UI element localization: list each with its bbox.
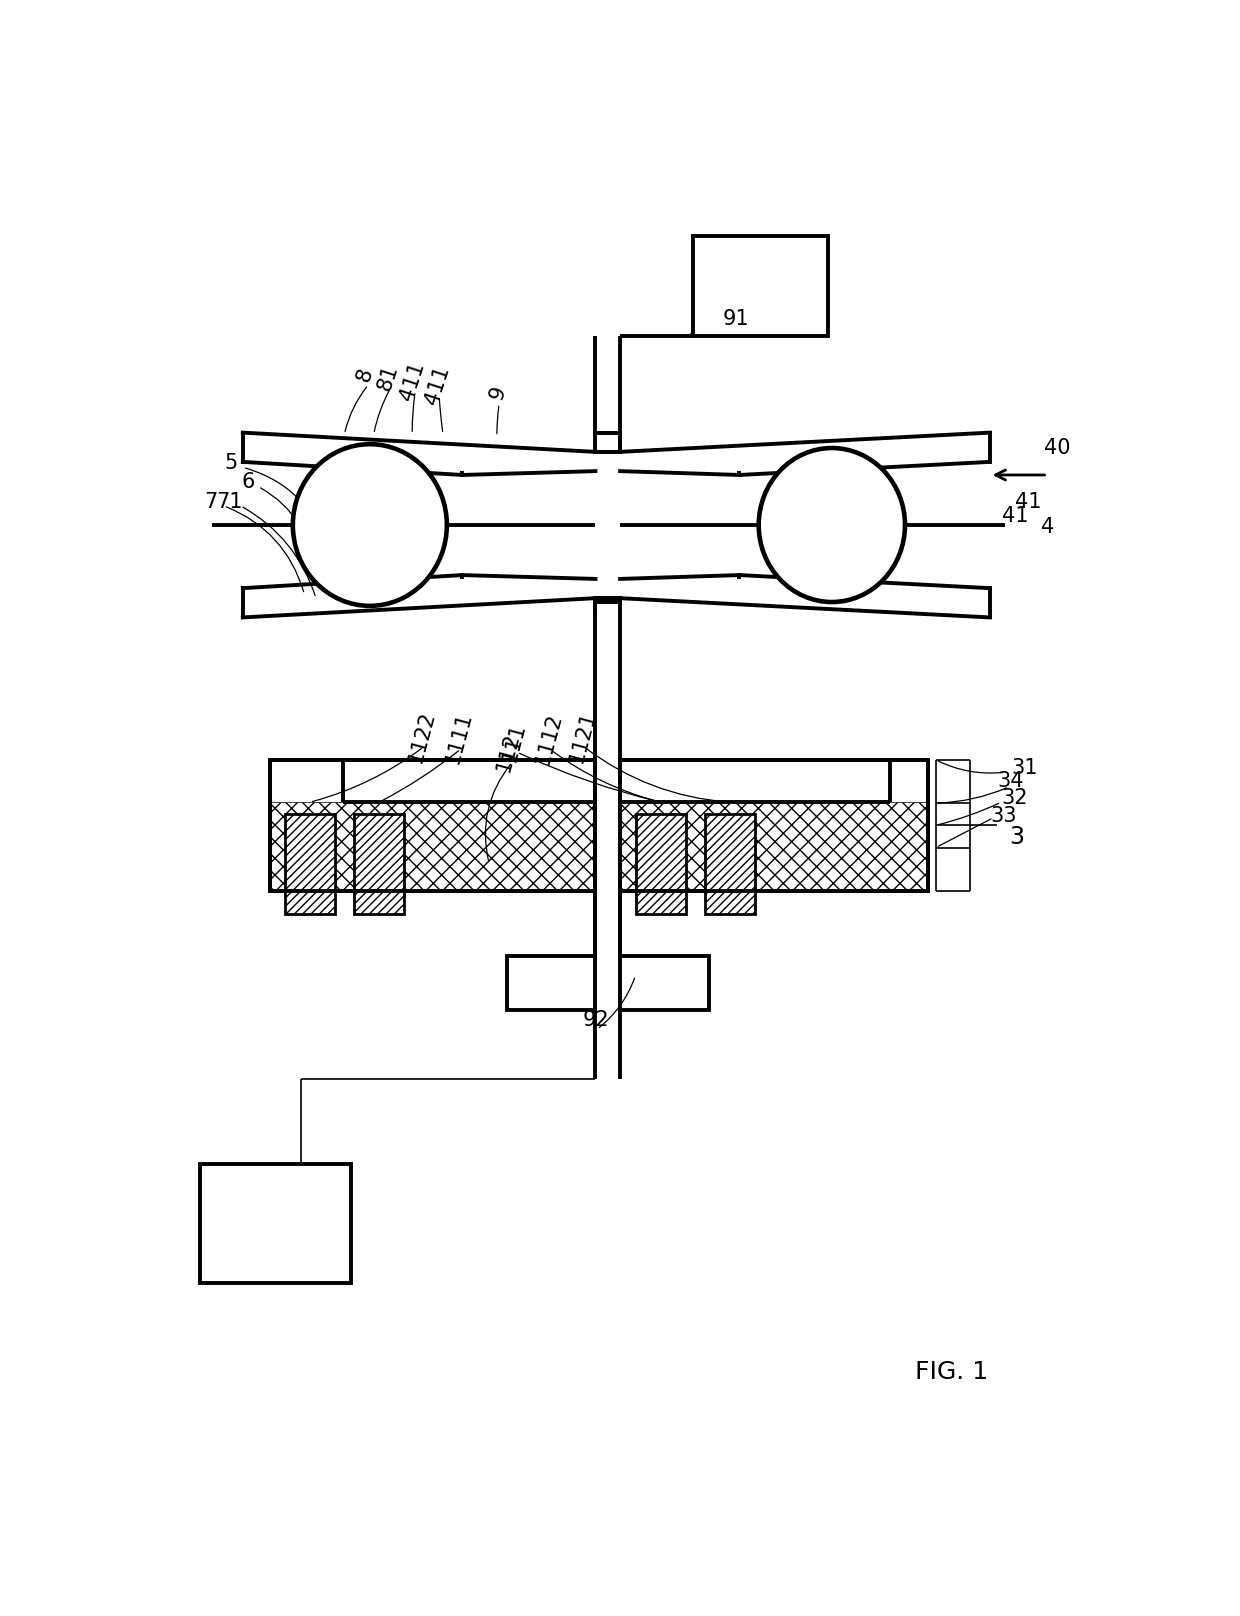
Bar: [285, 814, 335, 915]
Text: 111: 111: [498, 721, 528, 764]
Bar: [507, 957, 595, 1010]
Bar: [693, 236, 828, 336]
Text: 91: 91: [722, 309, 749, 330]
Text: 81: 81: [374, 362, 402, 393]
Text: 92: 92: [582, 1010, 609, 1029]
Ellipse shape: [759, 448, 905, 603]
Bar: [704, 814, 755, 915]
Text: 34: 34: [997, 771, 1024, 792]
Text: 5: 5: [224, 454, 238, 473]
Text: 32: 32: [1002, 789, 1028, 808]
Bar: [620, 957, 708, 1010]
Text: 1121: 1121: [567, 708, 600, 764]
Text: 1111: 1111: [441, 709, 475, 766]
Text: 41: 41: [1016, 491, 1042, 512]
Text: 112: 112: [494, 730, 523, 774]
Text: 40: 40: [1044, 438, 1070, 457]
Text: 411: 411: [422, 364, 454, 407]
Text: 6: 6: [242, 472, 255, 491]
Bar: [270, 760, 595, 890]
Text: 31: 31: [1011, 758, 1038, 777]
Text: 3: 3: [1009, 824, 1024, 848]
Bar: [355, 814, 404, 915]
Bar: [270, 802, 595, 890]
Bar: [635, 814, 686, 915]
Text: 41: 41: [1002, 506, 1028, 525]
Text: FIG. 1: FIG. 1: [915, 1361, 988, 1383]
Text: 33: 33: [991, 806, 1017, 826]
Text: 1112: 1112: [532, 711, 565, 768]
Text: 7: 7: [203, 491, 217, 512]
Text: 8: 8: [353, 365, 376, 385]
Bar: [620, 760, 928, 890]
Bar: [201, 1164, 351, 1283]
Text: 411: 411: [397, 359, 428, 402]
Bar: [620, 802, 928, 890]
Text: 4: 4: [1040, 517, 1054, 537]
Text: 9: 9: [486, 383, 510, 402]
Ellipse shape: [293, 444, 446, 606]
Text: 1122: 1122: [405, 708, 438, 764]
Text: 71: 71: [217, 491, 243, 512]
